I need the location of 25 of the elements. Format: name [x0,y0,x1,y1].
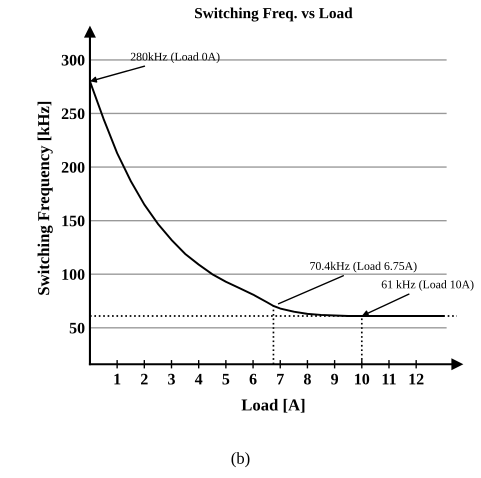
x-tick-label: 12 [409,374,424,384]
x-tick-label: 3 [168,374,175,385]
annotation: 61 kHz (Load 10A) [382,280,474,291]
x-tick-label: 2 [140,374,148,384]
annotation: 70.4kHz (Load 6.75A) [310,262,417,272]
y-axis-title: Switching Frequency [kHz] [38,102,53,295]
y-tick-label: 150 [62,216,84,226]
x-tick-label: 10 [355,374,370,385]
y-tick-label: 50 [70,322,84,334]
x-tick-label: 8 [304,374,311,385]
y-tick-label: 250 [62,108,84,120]
x-tick-label: 6 [250,374,257,385]
annotation: 280kHz (Load 0A) [130,52,220,64]
x-tick-label: 5 [222,374,230,385]
x-tick-label: 4 [194,374,202,384]
x-tick-label: 9 [331,374,338,385]
x-tick-label: 7 [277,374,284,384]
x-axis-title: Load [A] [242,398,304,413]
x-tick-label: 11 [382,374,396,384]
y-tick-label: 200 [62,162,84,173]
y-tick-label: 100 [62,269,84,280]
y-tick-label: 300 [62,54,84,66]
text: (b) [232,452,250,468]
chart-title: Switching Freq. vs Load [195,8,353,22]
x-tick-label: 1 [114,374,120,384]
